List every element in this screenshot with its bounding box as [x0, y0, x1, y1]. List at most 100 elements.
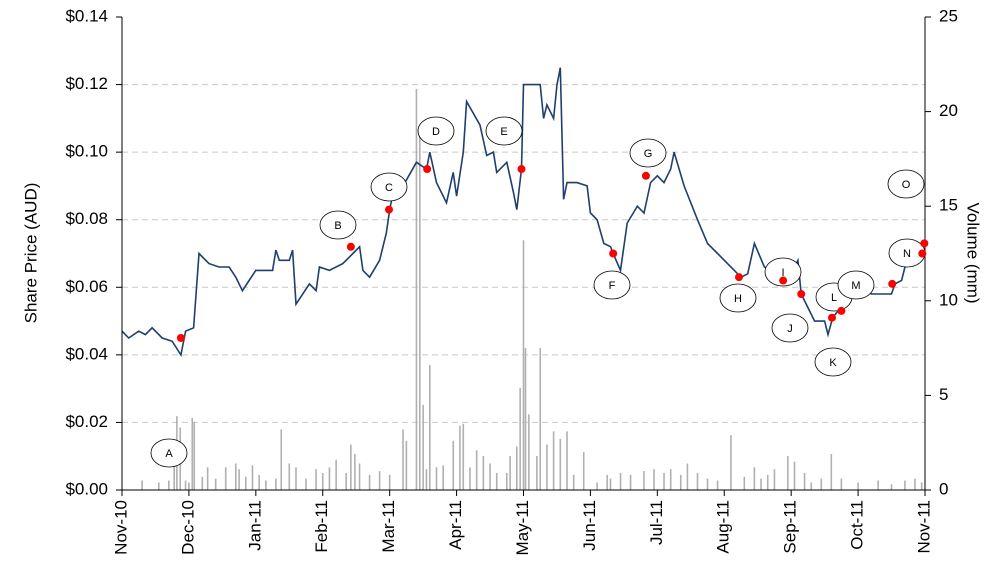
event-bubble — [629, 138, 667, 168]
event-bubble — [837, 270, 875, 300]
volume-bar — [753, 467, 756, 490]
volume-bar — [425, 469, 428, 490]
volume-bar — [168, 480, 170, 490]
volume-bar — [405, 440, 408, 490]
y-tick-label: $0.08 — [65, 209, 108, 228]
volume-bar — [787, 455, 789, 490]
y2-tick-label: 20 — [939, 101, 958, 120]
volume-bar — [234, 463, 237, 490]
volume-bar — [238, 469, 240, 490]
volume-bar — [184, 480, 187, 490]
y-tick-label: $0.04 — [65, 344, 108, 363]
volume-bar — [345, 472, 347, 490]
volume-bar — [810, 482, 813, 490]
volume-bar — [442, 465, 444, 490]
event-marker — [837, 306, 846, 315]
volume-bar — [663, 472, 665, 490]
volume-bar — [606, 474, 608, 490]
volume-bar — [378, 471, 381, 490]
event-label: K — [829, 357, 837, 369]
volume-bar — [669, 469, 672, 490]
volume-bar — [920, 482, 923, 490]
x-tick-label: Dec-10 — [178, 500, 197, 555]
volume-bar — [536, 455, 538, 490]
volume-bar — [890, 484, 893, 490]
volume-bar — [193, 421, 196, 490]
event-bubble — [485, 116, 523, 146]
event-label: J — [787, 323, 793, 335]
y-tick-label: $0.02 — [65, 412, 108, 431]
y2-tick-label: 5 — [939, 385, 948, 404]
event-marker — [641, 171, 650, 180]
event-label: B — [334, 220, 341, 232]
volume-bar — [679, 474, 682, 490]
volume-bar — [830, 454, 833, 490]
volume-bar — [422, 404, 424, 490]
event-label: O — [902, 179, 911, 191]
volume-bar — [559, 438, 562, 490]
volume-bar — [305, 478, 307, 490]
x-tick-label: Jun-11 — [580, 500, 599, 551]
event-marker — [517, 165, 526, 174]
event-marker — [779, 276, 788, 285]
event-label: L — [831, 292, 837, 304]
event-marker — [346, 242, 355, 251]
volume-bar — [368, 474, 371, 490]
x-tick-label: Feb-11 — [312, 500, 331, 553]
volume-bar — [820, 478, 823, 490]
volume-bar — [609, 478, 612, 490]
x-tick-label: Jan-11 — [245, 500, 264, 551]
volume-bar — [686, 463, 689, 490]
event-label: F — [609, 280, 616, 292]
volume-bar — [528, 414, 530, 490]
x-tick-label: Nov-11 — [914, 500, 933, 554]
volume-bar — [914, 478, 916, 490]
x-tick-label: Aug-11 — [714, 500, 733, 554]
y-tick-label: $0.06 — [65, 277, 108, 296]
volume-bar — [730, 435, 732, 490]
volume-bar — [258, 474, 260, 490]
x-tick-label: Jul-11 — [647, 500, 666, 545]
event-label: G — [644, 148, 653, 160]
volume-bar — [519, 387, 521, 490]
volume-bar — [766, 474, 769, 490]
event-marker — [734, 273, 743, 282]
volume-bar — [429, 365, 431, 490]
volume-bar — [582, 452, 585, 490]
event-bubble — [719, 283, 757, 313]
volume-bar — [214, 478, 217, 490]
volume-bar — [328, 467, 331, 490]
volume-bar — [141, 480, 143, 490]
volume-bar — [904, 480, 906, 490]
event-label: M — [851, 280, 860, 292]
volume-bar — [773, 469, 776, 490]
volume-bar — [643, 471, 645, 490]
x-tick-label: Apr-11 — [446, 500, 465, 550]
x-tick-label: Mar-11 — [379, 500, 398, 553]
y2-tick-label: 10 — [939, 290, 958, 309]
event-bubble — [370, 172, 408, 202]
volume-bar — [653, 469, 655, 490]
volume-bar — [552, 431, 555, 490]
volume-bar — [402, 429, 404, 490]
volume-bar — [459, 425, 461, 490]
y-tick-label: $0.00 — [65, 479, 108, 498]
event-marker — [888, 279, 897, 288]
event-bubble — [417, 116, 455, 146]
volume-bar — [596, 482, 598, 490]
volume-bar — [566, 431, 568, 490]
volume-bar — [469, 467, 471, 490]
event-label: A — [165, 448, 173, 460]
volume-bar — [546, 444, 548, 490]
event-marker — [920, 239, 929, 248]
volume-bar — [244, 476, 247, 490]
event-marker — [797, 290, 806, 299]
event-bubble — [814, 347, 852, 377]
volume-bar — [524, 348, 527, 490]
volume-bar — [265, 480, 267, 490]
y-tick-label: $0.10 — [65, 142, 108, 161]
volume-bar — [516, 446, 518, 490]
volume-bar — [452, 440, 455, 490]
volume-bar — [206, 467, 209, 490]
